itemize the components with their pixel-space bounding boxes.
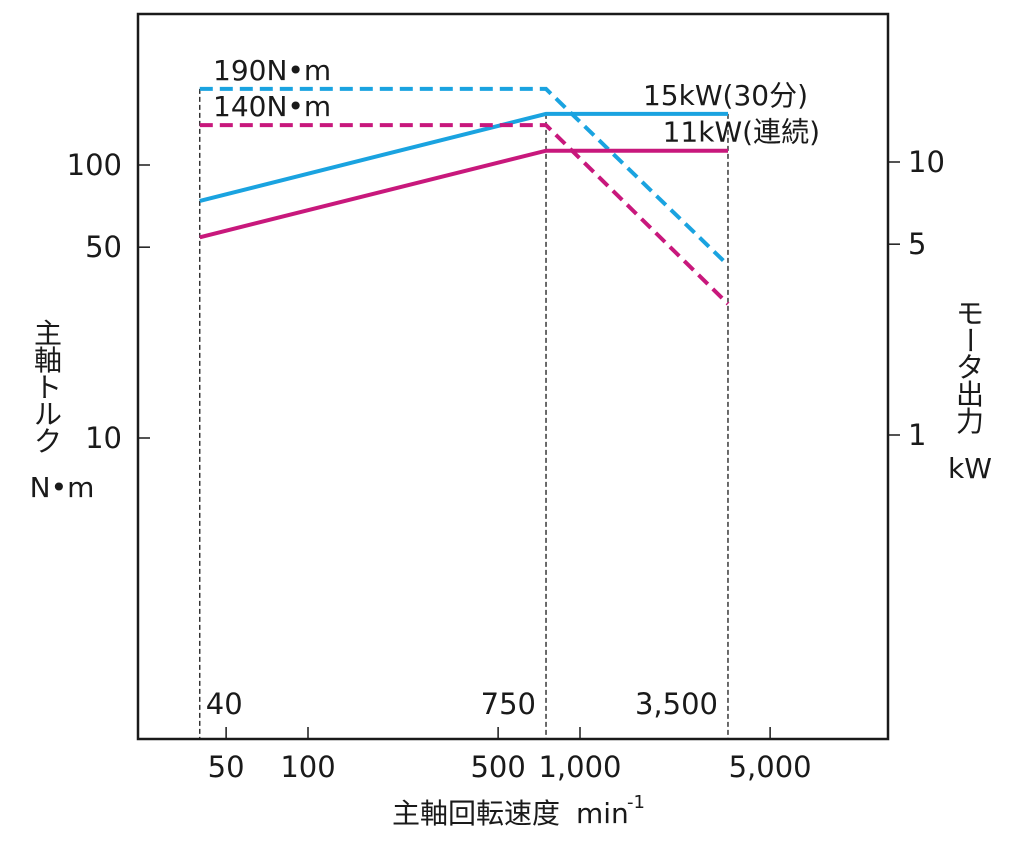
series-lines [199, 86, 730, 306]
series-15kw-power-line [199, 111, 728, 203]
y-left-tick-label-100: 100 [67, 148, 122, 182]
y-left-label-char: 軸 [34, 344, 62, 377]
y-right-label-char: ー [953, 326, 986, 354]
y-axis-unit-left: N•m [30, 471, 95, 504]
x-axis-unit: min [576, 797, 629, 830]
series-15kw-torque-label: 190N•m [213, 54, 331, 87]
y-left-label-char: ル [34, 398, 62, 431]
series-15kw-torque-line [199, 86, 730, 267]
x-tick-label-50: 50 [208, 750, 245, 784]
series-11kw-torque-label: 140N•m [213, 90, 331, 123]
vline-label-750: 750 [481, 687, 536, 721]
x-axis-label: 主軸回転速度 [392, 797, 560, 830]
x-axis-unit-exponent: -1 [627, 792, 645, 813]
axis-ticks: 50 100 500 1,000 5,000 10 50 100 1 5 10 [67, 145, 945, 784]
x-tick-label-500: 500 [470, 750, 525, 784]
x-tick-label-1000: 1,000 [538, 750, 621, 784]
y-left-tick-label-50: 50 [85, 230, 122, 264]
reference-lines [199, 88, 729, 739]
y-left-label-char: ク [34, 425, 62, 458]
vline-label-40: 40 [206, 687, 243, 721]
y-axis-unit-right: kW [948, 452, 992, 485]
x-tick-label-100: 100 [280, 750, 335, 784]
y-right-label-char: モ [956, 297, 984, 330]
y-right-label-char: タ [956, 351, 984, 384]
y-left-label-char: ト [34, 371, 62, 404]
y-right-tick-label-1: 1 [908, 418, 926, 452]
y-right-tick-label-5: 5 [908, 227, 926, 261]
series-15kw-power-label: 15kW(30分) [643, 79, 808, 112]
x-tick-label-5000: 5,000 [729, 750, 812, 784]
plot-frame [136, 12, 890, 741]
y-right-tick-label-10: 10 [908, 145, 945, 179]
y-left-tick-label-10: 10 [85, 421, 122, 455]
series-11kw-torque-line [199, 123, 730, 306]
y-left-label-char: 主 [34, 317, 62, 350]
y-right-label-char: 力 [956, 405, 984, 438]
series-11kw-power-label: 11kW(連続) [663, 116, 820, 149]
vline-label-3500: 3,500 [635, 687, 718, 721]
y-right-label-char: 出 [956, 378, 984, 411]
series-11kw-power-line [199, 148, 728, 240]
annotation-labels: 40 750 3,500 190N•m 15kW(30分) 140N•m 11kW(連続) [206, 54, 820, 721]
